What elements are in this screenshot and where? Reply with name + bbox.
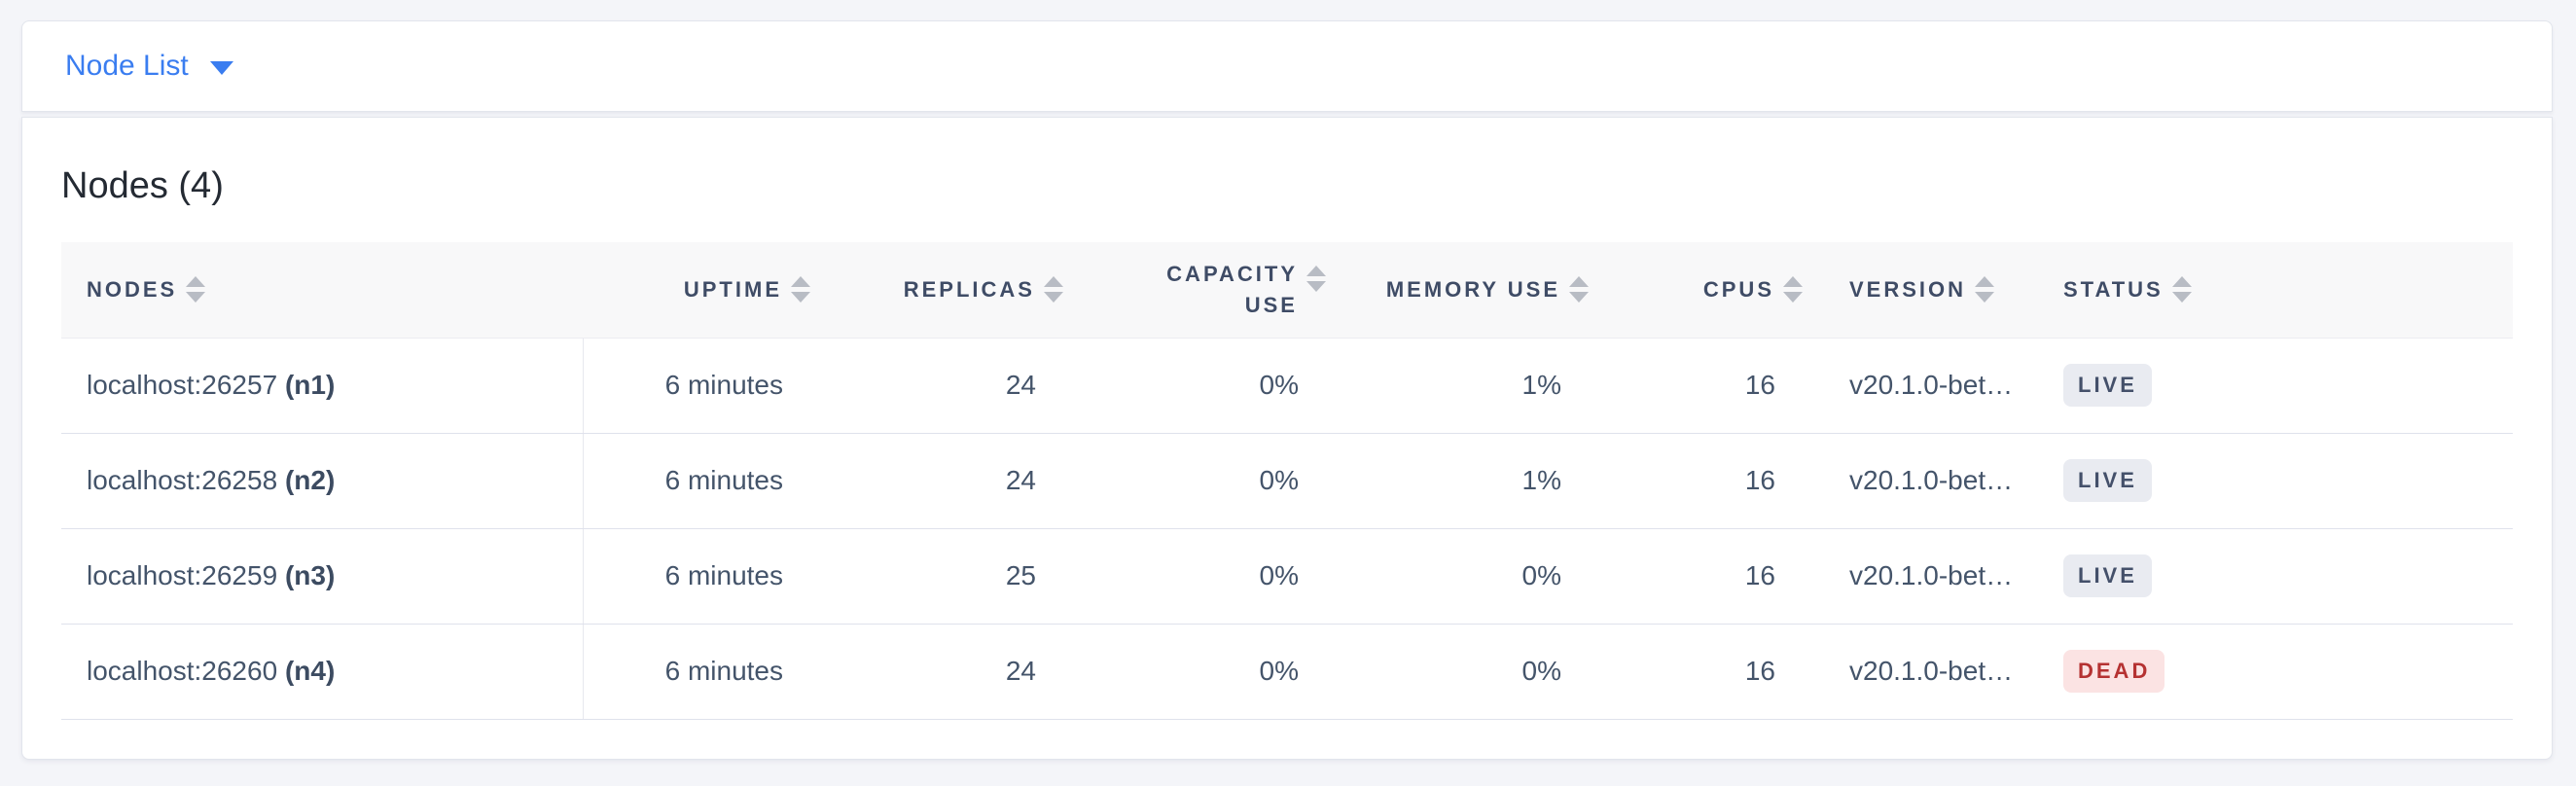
sort-icon[interactable] [1569,276,1589,304]
uptime-cell: 6 minutes [583,433,828,529]
sort-icon[interactable] [1306,265,1326,292]
uptime-cell: 6 minutes [583,528,828,625]
column-header-capacity-use[interactable]: CAPACITY USE [1081,242,1343,339]
column-header-label: CPUS [1702,276,1774,302]
node-id: (n1) [284,370,336,400]
memory-use-cell: 0% [1343,528,1606,625]
replicas-cell: 25 [828,528,1081,625]
capacity-use-cell: 0% [1081,433,1343,529]
sort-icon[interactable] [1975,276,1995,304]
cpus-cell: 16 [1606,433,1820,529]
memory-use-cell: 1% [1343,338,1606,434]
table-row: localhost:26259 (n3) 6 minutes 25 0% 0% 16 v20… [61,528,2513,625]
status-cell: LIVE [2034,528,2513,625]
version-cell: v20.1.0-bet… [1820,528,2034,625]
node-id: (n3) [284,560,336,590]
memory-use-cell: 1% [1343,433,1606,529]
replicas-cell: 24 [828,624,1081,720]
version-cell: v20.1.0-bet… [1820,433,2034,529]
status-cell: DEAD [2034,624,2513,720]
node-address: localhost:26260 [87,656,278,686]
node-cell[interactable]: localhost:26260 (n4) [61,624,584,720]
cpus-cell: 16 [1606,528,1820,625]
uptime-cell: 6 minutes [583,338,828,434]
memory-use-cell: 0% [1343,624,1606,720]
column-header-status[interactable]: STATUS [2034,242,2513,339]
node-list-dropdown-label: Node List [65,50,189,82]
column-header-label: MEMORY USE [1385,276,1560,302]
status-badge: LIVE [2063,459,2152,502]
capacity-use-cell: 0% [1081,624,1343,720]
version-cell: v20.1.0-bet… [1820,624,2034,720]
node-id: (n4) [284,656,336,686]
table-body: localhost:26257 (n1) 6 minutes 24 0% 1% 16 v20… [61,338,2513,720]
table-row: localhost:26258 (n2) 6 minutes 24 0% 1% 16 v20… [61,433,2513,529]
column-header-nodes[interactable]: NODES [61,242,583,339]
capacity-use-cell: 0% [1081,528,1343,625]
replicas-cell: 24 [828,433,1081,529]
replicas-cell: 24 [828,338,1081,434]
sort-icon[interactable] [791,276,810,304]
capacity-use-cell: 0% [1081,338,1343,434]
column-header-label: NODES [87,276,178,302]
table-row: localhost:26257 (n1) 6 minutes 24 0% 1% 16 v20… [61,338,2513,434]
header-row: NODES UPTIME REPLICAS CAPACITY USE MEMORY US… [61,242,2513,339]
column-header-label: CAPACITY USE [1166,261,1298,317]
nodes-table: NODES UPTIME REPLICAS CAPACITY USE MEMORY US… [61,242,2513,720]
node-cell[interactable]: localhost:26257 (n1) [61,338,584,434]
page-title: Nodes (4) [61,165,224,206]
status-badge: LIVE [2063,364,2152,407]
column-header-label: REPLICAS [903,276,1035,302]
nodes-card: Nodes (4) NODES UPTIME REPLICAS CAPACITY US… [21,117,2553,760]
node-cell[interactable]: localhost:26259 (n3) [61,528,584,625]
table-row: localhost:26260 (n4) 6 minutes 24 0% 0% 16 v20… [61,624,2513,720]
sort-icon[interactable] [2171,276,2192,304]
status-cell: LIVE [2034,338,2513,434]
cpus-cell: 16 [1606,624,1820,720]
sort-icon[interactable] [186,276,206,304]
sort-icon[interactable] [1783,276,1803,304]
status-badge: DEAD [2063,650,2165,693]
column-header-version[interactable]: VERSION [1820,242,2034,339]
column-header-label: VERSION [1849,276,1967,302]
page-container: Node List Nodes (4) NODES UPTIME REPLICAS C… [21,20,2553,760]
cpus-cell: 16 [1606,338,1820,434]
column-header-label: STATUS [2063,276,2164,302]
node-id: (n2) [284,465,336,495]
column-header-cpus[interactable]: CPUS [1606,242,1820,339]
section-nav-bar: Node List [21,20,2553,112]
node-cell[interactable]: localhost:26258 (n2) [61,433,584,529]
status-badge: LIVE [2063,554,2152,597]
uptime-cell: 6 minutes [583,624,828,720]
column-header-uptime[interactable]: UPTIME [583,242,828,339]
table-header: NODES UPTIME REPLICAS CAPACITY USE MEMORY US… [61,242,2513,339]
sort-icon[interactable] [1044,276,1063,304]
column-header-label: UPTIME [683,276,782,302]
column-header-replicas[interactable]: REPLICAS [828,242,1081,339]
node-address: localhost:26257 [87,370,278,400]
node-address: localhost:26259 [87,560,278,590]
node-list-dropdown[interactable]: Node List [65,52,233,81]
node-address: localhost:26258 [87,465,278,495]
column-header-memory-use[interactable]: MEMORY USE [1343,242,1606,339]
status-cell: LIVE [2034,433,2513,529]
caret-down-icon [209,61,233,75]
version-cell: v20.1.0-bet… [1820,338,2034,434]
